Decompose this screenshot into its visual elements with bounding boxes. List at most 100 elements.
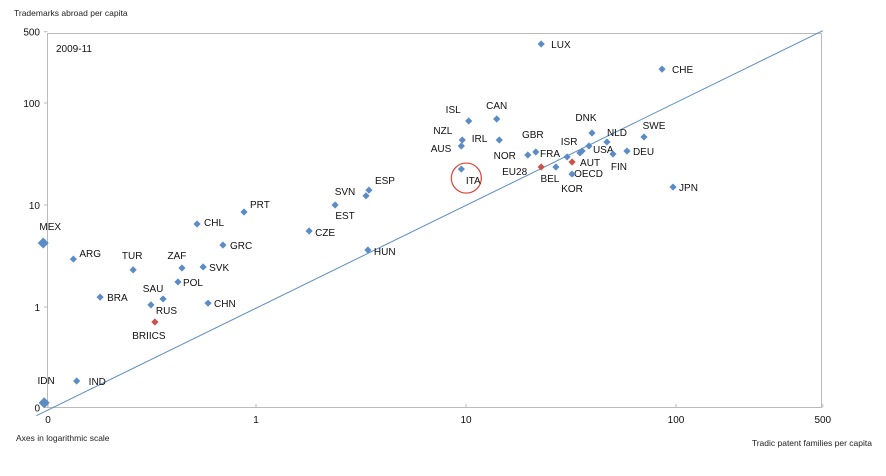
point-idn [38,397,50,409]
y-tick-label: 0 [34,404,40,415]
point-hun [364,246,372,254]
point-label-isr: ISR [561,137,578,148]
point-label-bel: BEL [540,174,559,185]
point-zaf [178,264,186,272]
point-label-sau: SAU [143,284,164,295]
point-sau [159,295,167,303]
point-label-chn: CHN [214,299,236,310]
point-label-nzl: NZL [433,126,452,137]
point-label-aut: AUT [580,158,600,169]
point-ind [73,377,81,385]
point-est [331,201,339,209]
point-aut [578,147,586,155]
point-chl [193,220,201,228]
point-label-pol: POL [183,278,203,289]
y-tick-label: 10 [29,201,41,212]
point-lux [537,40,545,48]
period-label: 2009-11 [56,44,92,55]
point-label-svk: SVK [209,263,229,274]
point-label-prt: PRT [250,200,270,211]
point-label-chl: CHL [204,218,224,229]
y-tick-label: 100 [23,99,40,110]
point-gbr [532,148,540,156]
point-label-dnk: DNK [575,113,596,124]
x-tick-label: 500 [814,415,831,426]
highlight-circle [450,162,482,194]
point-svk [199,263,207,271]
point-label-eu28: EU28 [502,167,527,178]
point-label-jpn: JPN [679,183,698,194]
point-isr [563,153,571,161]
point-aus [457,142,465,150]
point-label-irl: IRL [472,134,488,145]
point-dnk [588,129,596,137]
point-oecd [568,158,576,166]
point-label-hun: HUN [374,247,396,258]
point-label-arg: ARG [79,249,101,260]
point-label-ind: IND [89,377,106,388]
y-tick-label: 1 [34,303,40,314]
point-label-rus: RUS [156,306,177,317]
y-tick-label: 500 [23,28,40,39]
point-label-swe: SWE [643,121,666,132]
y-axis-title: Trademarks abroad per capita [14,8,128,18]
point-label-deu: DEU [633,147,654,158]
axis-scale-note: Axes in logarithmic scale [16,433,110,443]
point-label-aus: AUS [431,144,452,155]
reference-line [36,30,824,417]
point-grc [219,241,227,249]
point-bel [552,163,560,171]
point-label-esp: ESP [375,176,395,187]
point-ita [457,165,465,173]
point-cze [305,227,313,235]
point-nor [524,151,532,159]
point-fin [609,150,617,158]
point-label-nld: NLD [607,128,627,139]
point-nzl [458,136,466,144]
point-rus [147,301,155,309]
point-svn [362,192,370,200]
point-label-bra: BRA [107,293,128,304]
point-tur [129,266,137,274]
x-tick-label: 1 [253,415,259,426]
point-arg [69,255,77,263]
point-mex [37,237,49,249]
point-label-grc: GRC [230,241,252,252]
point-label-che: CHE [672,65,693,76]
point-che [658,65,666,73]
x-tick-label: 10 [460,415,472,426]
point-label-svn: SVN [335,187,356,198]
point-bra [96,293,104,301]
point-usa [585,142,593,150]
point-irl [495,136,503,144]
point-briics [151,318,159,326]
point-label-can: CAN [486,101,507,112]
point-label-fin: FIN [611,162,627,173]
x-axis-title: Tradic patent families per capita [752,438,872,448]
point-label-oecd: OECD [574,169,603,180]
x-tick-label: 0 [45,415,51,426]
point-label-isl: ISL [446,105,461,116]
point-jpn [669,183,677,191]
point-label-fra: FRA [540,149,560,160]
point-prt [240,208,248,216]
point-swe [640,133,648,141]
point-kor [568,170,576,178]
point-label-nor: NOR [494,151,516,162]
point-label-est: EST [335,211,354,222]
point-label-kor: KOR [561,184,583,195]
point-pol [174,278,182,286]
point-label-cze: CZE [315,228,335,239]
point-label-usa: USA [593,145,614,156]
point-label-zaf: ZAF [168,251,187,262]
point-eu28 [537,163,545,171]
point-label-lux: LUX [551,40,571,51]
point-label-gbr: GBR [522,130,544,141]
point-label-mex: MEX [39,222,61,233]
point-can [493,115,501,123]
point-label-idn: IDN [38,376,55,387]
point-label-tur: TUR [122,251,143,262]
point-chn [204,299,212,307]
point-label-ita: ITA [466,176,481,187]
